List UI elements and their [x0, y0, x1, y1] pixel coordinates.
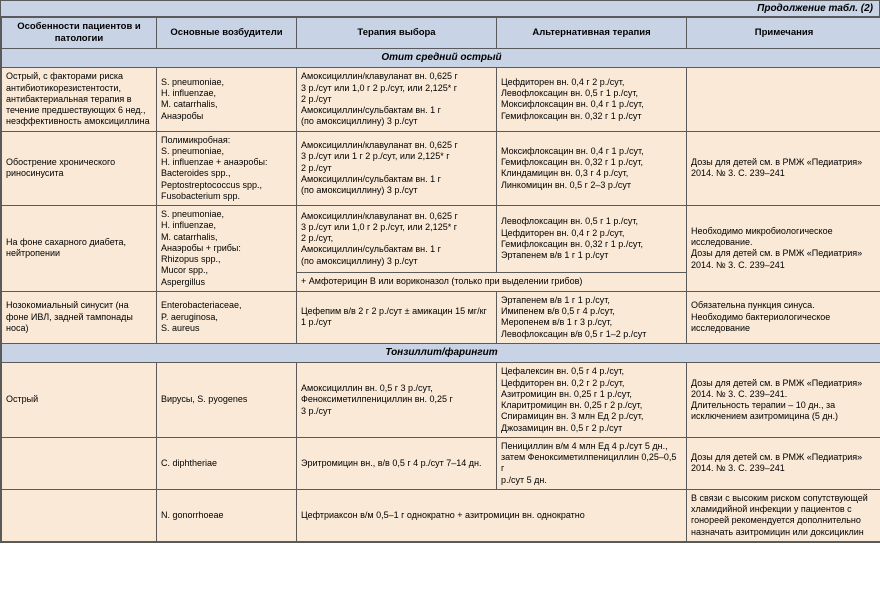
table-cell [687, 68, 880, 131]
table-cell: Амоксициллин/клавуланат вн. 0,625 г3 р./… [297, 131, 497, 206]
section-title: Отит средний острый [2, 48, 880, 68]
table-cell: Острый, с факторами риска антибиотикорез… [2, 68, 157, 131]
table-cell: Полимикробная:S. pneumoniae,H. influenza… [157, 131, 297, 206]
table-cell: C. diphtheriae [157, 437, 297, 489]
table-row: Острый, с факторами риска антибиотикорез… [2, 68, 880, 131]
table-cell: Enterobacteriaceae,P. aeruginosa,S. aure… [157, 291, 297, 343]
column-header: Примечания [687, 18, 880, 49]
table-cell [2, 437, 157, 489]
table-cell: Острый [2, 363, 157, 438]
table-cell: Дозы для детей см. в РМЖ «Педиатрия» 201… [687, 437, 880, 489]
table-row: ОстрыйВирусы, S. pyogenesАмоксициллин вн… [2, 363, 880, 438]
table-cell: S. pneumoniae,H. influenzae,M. catarrhal… [157, 68, 297, 131]
table-cell: Амоксициллин вн. 0,5 г 3 р./сут,Феноксим… [297, 363, 497, 438]
table-row: C. diphtheriaeЭритромицин вн., в/в 0,5 г… [2, 437, 880, 489]
table-cell: Амоксициллин/клавуланат вн. 0,625 г3 р./… [297, 68, 497, 131]
table-cell: N. gonorrhoeae [157, 489, 297, 541]
table-cell: Цефдиторен вн. 0,4 г 2 р./сут,Левофлокса… [497, 68, 687, 131]
table-row: Обострение хронического риносинуситаПоли… [2, 131, 880, 206]
table-cell: Эритромицин вн., в/в 0,5 г 4 р./сут 7–14… [297, 437, 497, 489]
table-cell: S. pneumoniae,H. influenzae,M. catarrhal… [157, 206, 297, 292]
table-cell: Цефепим в/в 2 г 2 р./сут ± амикацин 15 м… [297, 291, 497, 343]
section-header-row: Отит средний острый [2, 48, 880, 68]
column-header: Альтернативная терапия [497, 18, 687, 49]
column-header: Особенности пациентов и патологии [2, 18, 157, 49]
table-cell: Моксифлоксацин вн. 0,4 г 1 р./сут,Гемифл… [497, 131, 687, 206]
table-cell: Цефтриаксон в/м 0,5–1 г однократно + ази… [297, 489, 687, 541]
column-header: Основные возбудители [157, 18, 297, 49]
table-cell: Эртапенем в/в 1 г 1 р./сут,Имипенем в/в … [497, 291, 687, 343]
table-cell: В связи с высоким риском сопутствующей х… [687, 489, 880, 541]
section-title: Тонзиллит/фарингит [2, 343, 880, 363]
table-cell: Вирусы, S. pyogenes [157, 363, 297, 438]
table-cell: Нозокомиальный синусит (на фоне ИВЛ, зад… [2, 291, 157, 343]
column-header: Терапия выбора [297, 18, 497, 49]
table-cell: Дозы для детей см. в РМЖ «Педиатрия» 201… [687, 131, 880, 206]
table-row: N. gonorrhoeaeЦефтриаксон в/м 0,5–1 г од… [2, 489, 880, 541]
header-row: Особенности пациентов и патологииОсновны… [2, 18, 880, 49]
table-caption: Продолжение табл. (2) [1, 1, 879, 17]
table-cell: Пенициллин в/м 4 млн Ед 4 р./сут 5 дн., … [497, 437, 687, 489]
table-cell: Обязательна пункция синуса.Необходимо ба… [687, 291, 880, 343]
page-container: Продолжение табл. (2) Особенности пациен… [0, 0, 880, 543]
table-cell: Цефалексин вн. 0,5 г 4 р./сут,Цефдиторен… [497, 363, 687, 438]
section-header-row: Тонзиллит/фарингит [2, 343, 880, 363]
table-cell: Обострение хронического риносинусита [2, 131, 157, 206]
table-cell: Левофлоксацин вн. 0,5 г 1 р./сут,Цефдито… [497, 206, 687, 273]
table-row: Нозокомиальный синусит (на фоне ИВЛ, зад… [2, 291, 880, 343]
table-cell: На фоне сахарного диабета, нейтропении [2, 206, 157, 292]
medical-table: Особенности пациентов и патологииОсновны… [1, 17, 880, 542]
table-cell: Дозы для детей см. в РМЖ «Педиатрия» 201… [687, 363, 880, 438]
table-cell: Амоксициллин/клавуланат вн. 0,625 г3 р./… [297, 206, 497, 273]
table-cell: Необходимо микробиологическое исследован… [687, 206, 880, 292]
table-row: На фоне сахарного диабета, нейтропенииS.… [2, 206, 880, 273]
table-cell: + Амфотерицин В или вориконазол (только … [297, 272, 687, 291]
table-cell [2, 489, 157, 541]
